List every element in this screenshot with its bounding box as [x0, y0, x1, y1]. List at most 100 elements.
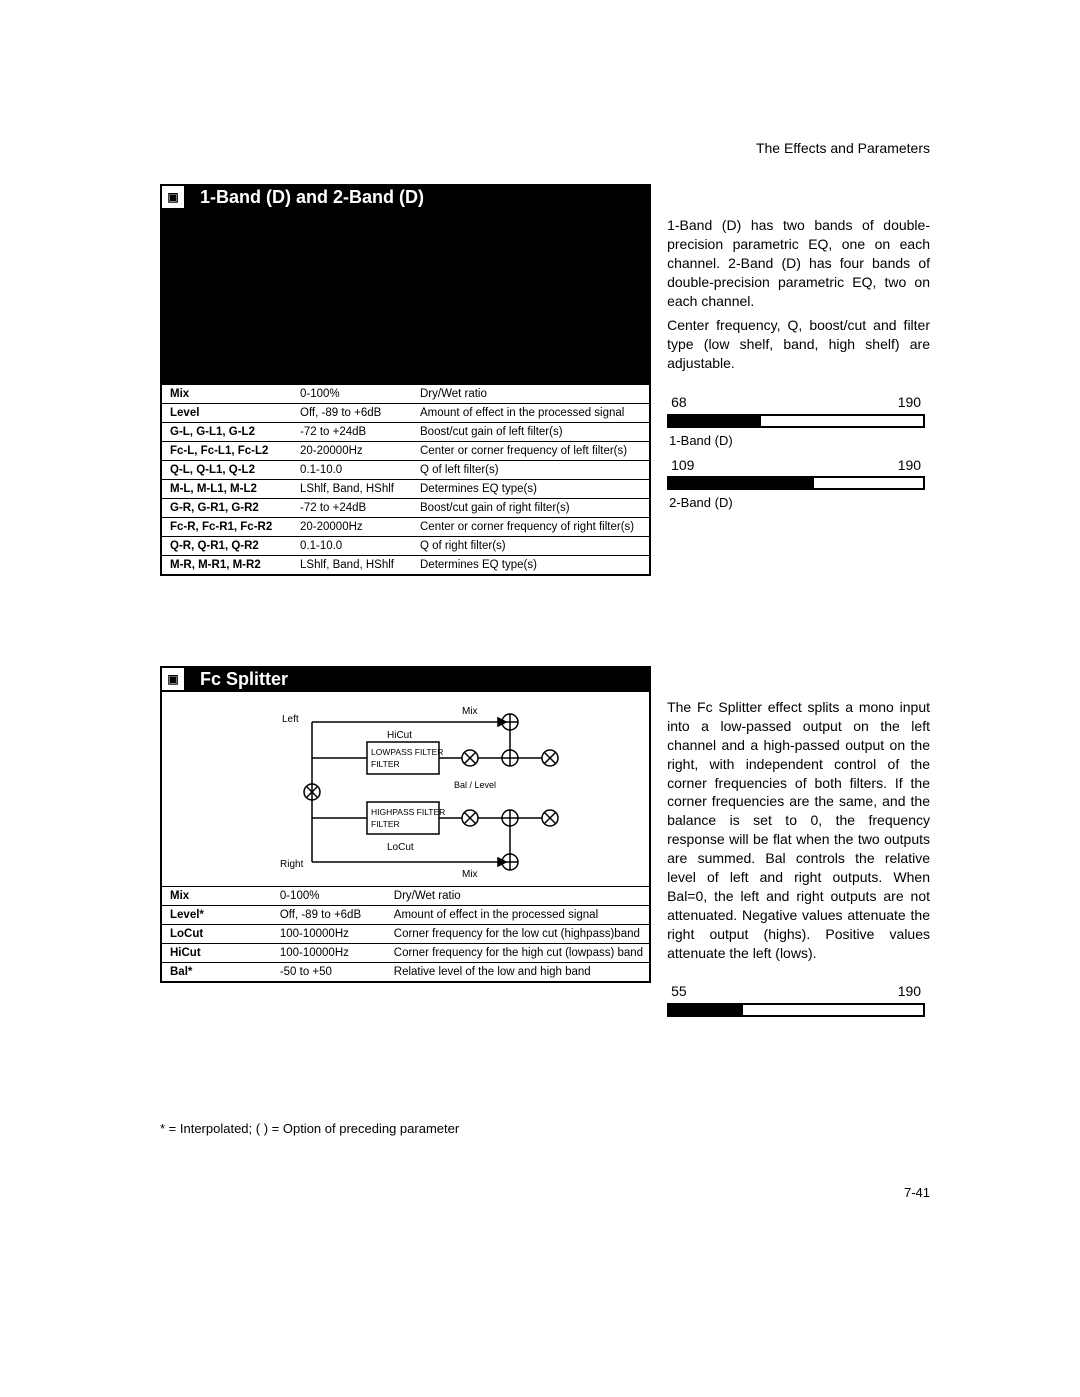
- param-name: M-R, M-R1, M-R2: [162, 556, 292, 575]
- svg-text:HIGHPASS FILTER: HIGHPASS FILTER: [371, 807, 445, 817]
- param-desc: Boost/cut gain of right filter(s): [412, 499, 649, 518]
- svg-text:FILTER: FILTER: [371, 759, 400, 769]
- table-row: Mix0-100%Dry/Wet ratio: [162, 385, 649, 404]
- param-desc: Corner frequency for the low cut (highpa…: [386, 925, 649, 944]
- param-range: 100-10000Hz: [272, 925, 386, 944]
- table-row: M-L, M-L1, M-L2LShlf, Band, HShlfDetermi…: [162, 480, 649, 499]
- param-range: LShlf, Band, HShlf: [292, 480, 412, 499]
- param-range: -50 to +50: [272, 963, 386, 982]
- param-range: 0.1-10.0: [292, 461, 412, 480]
- param-range: Off, -89 to +6dB: [272, 906, 386, 925]
- table-row: LevelOff, -89 to +6dBAmount of effect in…: [162, 404, 649, 423]
- table-row: Fc-L, Fc-L1, Fc-L220-20000HzCenter or co…: [162, 442, 649, 461]
- param-desc: Determines EQ type(s): [412, 556, 649, 575]
- param-name: Level*: [162, 906, 272, 925]
- param-name: LoCut: [162, 925, 272, 944]
- table-row: G-L, G-L1, G-L2-72 to +24dBBoost/cut gai…: [162, 423, 649, 442]
- param-range: 0.1-10.0: [292, 537, 412, 556]
- table-row: Fc-R, Fc-R1, Fc-R220-20000HzCenter or co…: [162, 518, 649, 537]
- param-desc: Amount of effect in the processed signal: [412, 404, 649, 423]
- usage-total: 190: [898, 982, 921, 1001]
- svg-text:FILTER: FILTER: [371, 819, 400, 829]
- svg-text:Mix: Mix: [462, 706, 478, 717]
- section1-desc1: 1-Band (D) has two bands of double-preci…: [667, 216, 930, 310]
- param-desc: Center or corner frequency of right filt…: [412, 518, 649, 537]
- section-icon: ▣: [160, 184, 186, 210]
- section2-desc: The Fc Splitter effect splits a mono inp…: [667, 698, 930, 962]
- usage-label: 1-Band (D): [667, 432, 925, 450]
- svg-text:Bal / Level: Bal / Level: [454, 780, 496, 790]
- svg-text:LOWPASS FILTER: LOWPASS FILTER: [371, 747, 443, 757]
- param-desc: Relative level of the low and high band: [386, 963, 649, 982]
- usage-bar: [667, 414, 925, 428]
- table-row: Mix0-100%Dry/Wet ratio: [162, 887, 649, 906]
- svg-text:LoCut: LoCut: [387, 842, 414, 853]
- param-desc: Determines EQ type(s): [412, 480, 649, 499]
- param-desc: Q of left filter(s): [412, 461, 649, 480]
- section2-title-bar: ▣ Fc Splitter: [160, 666, 651, 692]
- usage-used: 109: [671, 456, 694, 475]
- param-range: -72 to +24dB: [292, 499, 412, 518]
- usage-used: 55: [671, 982, 687, 1001]
- param-name: G-L, G-L1, G-L2: [162, 423, 292, 442]
- param-desc: Amount of effect in the processed signal: [386, 906, 649, 925]
- usage-total: 190: [898, 456, 921, 475]
- section1-title-bar: ▣ 1-Band (D) and 2-Band (D): [160, 184, 651, 210]
- usage-total: 190: [898, 393, 921, 412]
- param-range: -72 to +24dB: [292, 423, 412, 442]
- param-desc: Boost/cut gain of left filter(s): [412, 423, 649, 442]
- param-desc: Q of right filter(s): [412, 537, 649, 556]
- section2-title: Fc Splitter: [200, 669, 288, 690]
- svg-text:Left: Left: [282, 714, 299, 725]
- param-name: Q-L, Q-L1, Q-L2: [162, 461, 292, 480]
- param-desc: Dry/Wet ratio: [412, 385, 649, 404]
- table-row: M-R, M-R1, M-R2LShlf, Band, HShlfDetermi…: [162, 556, 649, 575]
- param-name: Mix: [162, 385, 292, 404]
- svg-text:HiCut: HiCut: [387, 730, 412, 741]
- table-row: Q-R, Q-R1, Q-R20.1-10.0Q of right filter…: [162, 537, 649, 556]
- section2-param-table: Mix0-100%Dry/Wet ratioLevel*Off, -89 to …: [162, 887, 649, 981]
- svg-text:Right: Right: [280, 859, 304, 870]
- section2-usage: 55 190: [667, 982, 925, 1017]
- param-name: M-L, M-L1, M-L2: [162, 480, 292, 499]
- fc-splitter-diagram-svg: Left Right HiCut LoCut LOWPASS FILTER FI…: [162, 692, 657, 887]
- param-name: HiCut: [162, 944, 272, 963]
- param-name: G-R, G-R1, G-R2: [162, 499, 292, 518]
- param-range: 0-100%: [292, 385, 412, 404]
- param-range: 0-100%: [272, 887, 386, 906]
- param-name: Fc-L, Fc-L1, Fc-L2: [162, 442, 292, 461]
- param-name: Bal*: [162, 963, 272, 982]
- table-row: HiCut100-10000HzCorner frequency for the…: [162, 944, 649, 963]
- param-desc: Corner frequency for the high cut (lowpa…: [386, 944, 649, 963]
- param-range: Off, -89 to +6dB: [292, 404, 412, 423]
- page-number: 7-41: [904, 1185, 930, 1200]
- section2-diagram: Left Right HiCut LoCut LOWPASS FILTER FI…: [162, 692, 649, 887]
- section1-diagram: [162, 210, 649, 385]
- section1-param-table: Mix0-100%Dry/Wet ratioLevelOff, -89 to +…: [162, 385, 649, 574]
- footnote: * = Interpolated; ( ) = Option of preced…: [160, 1121, 930, 1136]
- section1-title: 1-Band (D) and 2-Band (D): [200, 187, 424, 208]
- param-desc: Center or corner frequency of left filte…: [412, 442, 649, 461]
- table-row: Q-L, Q-L1, Q-L20.1-10.0Q of left filter(…: [162, 461, 649, 480]
- table-row: Level*Off, -89 to +6dBAmount of effect i…: [162, 906, 649, 925]
- param-name: Level: [162, 404, 292, 423]
- chapter-header: The Effects and Parameters: [160, 140, 930, 156]
- table-row: G-R, G-R1, G-R2-72 to +24dBBoost/cut gai…: [162, 499, 649, 518]
- param-range: LShlf, Band, HShlf: [292, 556, 412, 575]
- param-range: 20-20000Hz: [292, 518, 412, 537]
- param-desc: Dry/Wet ratio: [386, 887, 649, 906]
- section1-desc2: Center frequency, Q, boost/cut and filte…: [667, 316, 930, 373]
- param-name: Q-R, Q-R1, Q-R2: [162, 537, 292, 556]
- param-name: Mix: [162, 887, 272, 906]
- param-range: 20-20000Hz: [292, 442, 412, 461]
- usage-used: 68: [671, 393, 687, 412]
- param-name: Fc-R, Fc-R1, Fc-R2: [162, 518, 292, 537]
- table-row: Bal*-50 to +50Relative level of the low …: [162, 963, 649, 982]
- usage-bar: [667, 476, 925, 490]
- table-row: LoCut100-10000HzCorner frequency for the…: [162, 925, 649, 944]
- svg-text:Mix: Mix: [462, 869, 478, 880]
- param-range: 100-10000Hz: [272, 944, 386, 963]
- section-icon: ▣: [160, 666, 186, 692]
- usage-label: 2-Band (D): [667, 494, 925, 512]
- section1-usage: 68 190 1-Band (D) 109 190 2-Band (D): [667, 393, 925, 512]
